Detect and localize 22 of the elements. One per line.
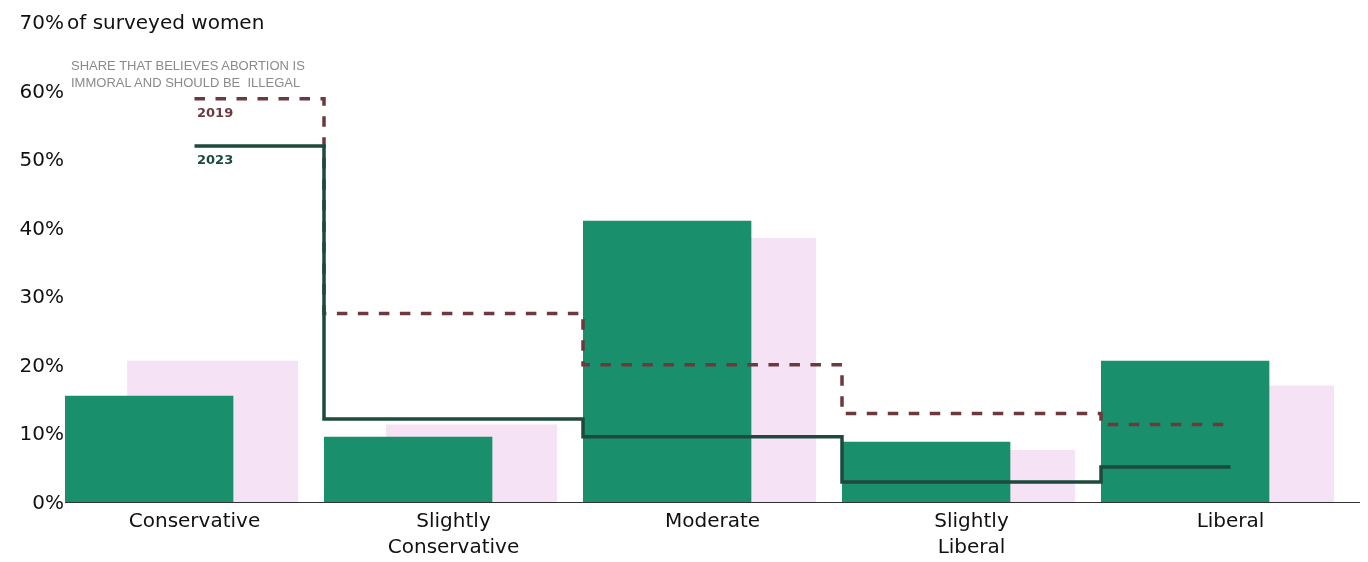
y-tick-label: 50% [19, 147, 64, 172]
y-axis-title: of surveyed women [67, 10, 265, 34]
y-tick-label: 30% [19, 284, 64, 309]
y-tick-label: 60% [19, 78, 64, 103]
y-tick-label: 10% [19, 421, 64, 446]
series-label: 2023 [197, 152, 234, 167]
x-tick-label: Slightly Liberal [934, 508, 1009, 558]
x-tick-label: Slightly Conservative [387, 508, 520, 558]
x-tick-label: Conservative [128, 508, 261, 532]
y-tick-label: 0% [32, 490, 64, 514]
bar [65, 395, 234, 502]
x-tick-label: Moderate [664, 508, 761, 532]
bar [583, 220, 752, 502]
x-tick-label: Liberal [1196, 508, 1265, 532]
bar [842, 441, 1011, 502]
bar [1101, 360, 1270, 502]
y-tick-label: 20% [19, 352, 64, 377]
annotation: SHARE THAT BELIEVES ABORTION IS IMMORAL AND SHOULD BE ILLEGAL [71, 58, 306, 90]
y-tick-label: 40% [19, 215, 64, 240]
y-tick-label: 70% [19, 10, 64, 34]
series-label: 2019 [197, 105, 234, 120]
bar [324, 436, 493, 502]
